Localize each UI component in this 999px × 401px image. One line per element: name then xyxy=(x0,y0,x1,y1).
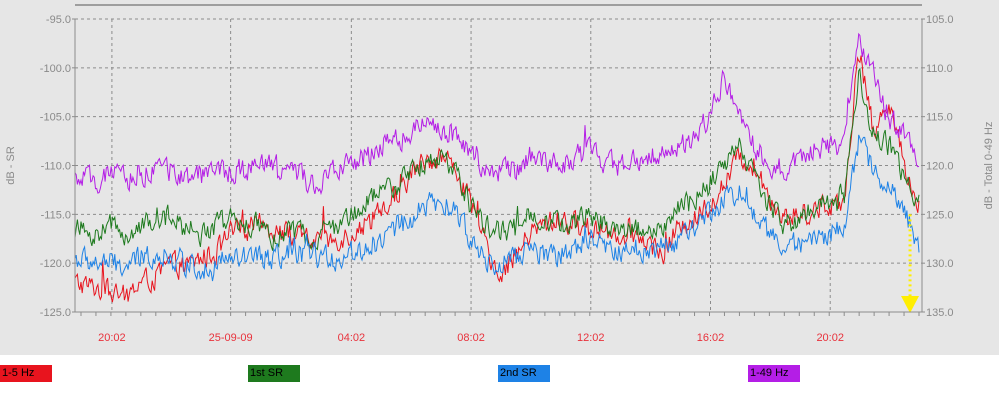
y2-tick-label: 125.0 xyxy=(926,209,954,221)
y2-axis-title: dB - Total 0-49 Hz xyxy=(983,122,995,210)
legend-label: 1st SR xyxy=(250,367,284,379)
legend-chip-1st-sr[interactable]: 1st SR xyxy=(248,365,300,382)
y-tick-label: -110.0 xyxy=(41,161,71,173)
legend-bar: 1-5 Hz 1st SR 2nd SR 1-49 Hz xyxy=(0,355,999,401)
y2-tick-label: 110.0 xyxy=(926,63,953,75)
legend-label: 1-49 Hz xyxy=(750,367,789,379)
x-tick-label: 20:02 xyxy=(98,332,126,344)
x-tick-label: 08:02 xyxy=(457,332,485,344)
x-tick-label: 04:02 xyxy=(338,332,366,344)
axis-layer: -95.0 -100.0 -105.0 -110.0 -115.0 -120.0 -125.… xyxy=(5,4,995,344)
x-tick-label: 12:02 xyxy=(577,332,605,344)
y-tick-label: -105.0 xyxy=(40,112,71,124)
x-tick-label: 16:02 xyxy=(697,332,725,344)
grid-layer xyxy=(75,18,922,313)
legend-label: 1-5 Hz xyxy=(2,367,35,379)
legend-chip-2nd-sr[interactable]: 2nd SR xyxy=(498,365,550,382)
y2-tick-label: 130.0 xyxy=(926,258,954,270)
series-line-1st-sr xyxy=(75,67,920,251)
y-tick-label: -95.0 xyxy=(46,14,71,26)
annotation-layer xyxy=(901,214,920,313)
y-tick-label: -120.0 xyxy=(40,258,71,270)
annotation-arrow-head xyxy=(901,296,920,313)
legend-label: 2nd SR xyxy=(500,367,537,379)
y-tick-label: -125.0 xyxy=(40,307,71,319)
legend-chip-1-49-hz[interactable]: 1-49 Hz xyxy=(748,365,800,382)
x-tick-label: 20:02 xyxy=(816,332,844,344)
y-tick-label: -115.0 xyxy=(41,209,71,221)
y2-tick-label: 120.0 xyxy=(926,161,954,173)
chart-svg: -95.0 -100.0 -105.0 -110.0 -115.0 -120.0 -125.… xyxy=(5,4,995,344)
legend-chip-1-5-hz[interactable]: 1-5 Hz xyxy=(0,365,52,382)
y-tick-label: -100.0 xyxy=(40,63,71,75)
series-layer xyxy=(75,32,920,303)
y2-tick-label: 105.0 xyxy=(926,14,954,26)
chart-area: -95.0 -100.0 -105.0 -110.0 -115.0 -120.0 -125.… xyxy=(0,0,999,355)
y2-tick-label: 135.0 xyxy=(926,307,954,319)
y2-tick-label: 115.0 xyxy=(926,112,953,124)
y-axis-title: dB - SR xyxy=(5,146,17,185)
x-tick-label: 25-09-09 xyxy=(209,332,253,344)
series-line-1-49-hz xyxy=(75,32,920,196)
series-line-2nd-sr xyxy=(75,134,920,282)
